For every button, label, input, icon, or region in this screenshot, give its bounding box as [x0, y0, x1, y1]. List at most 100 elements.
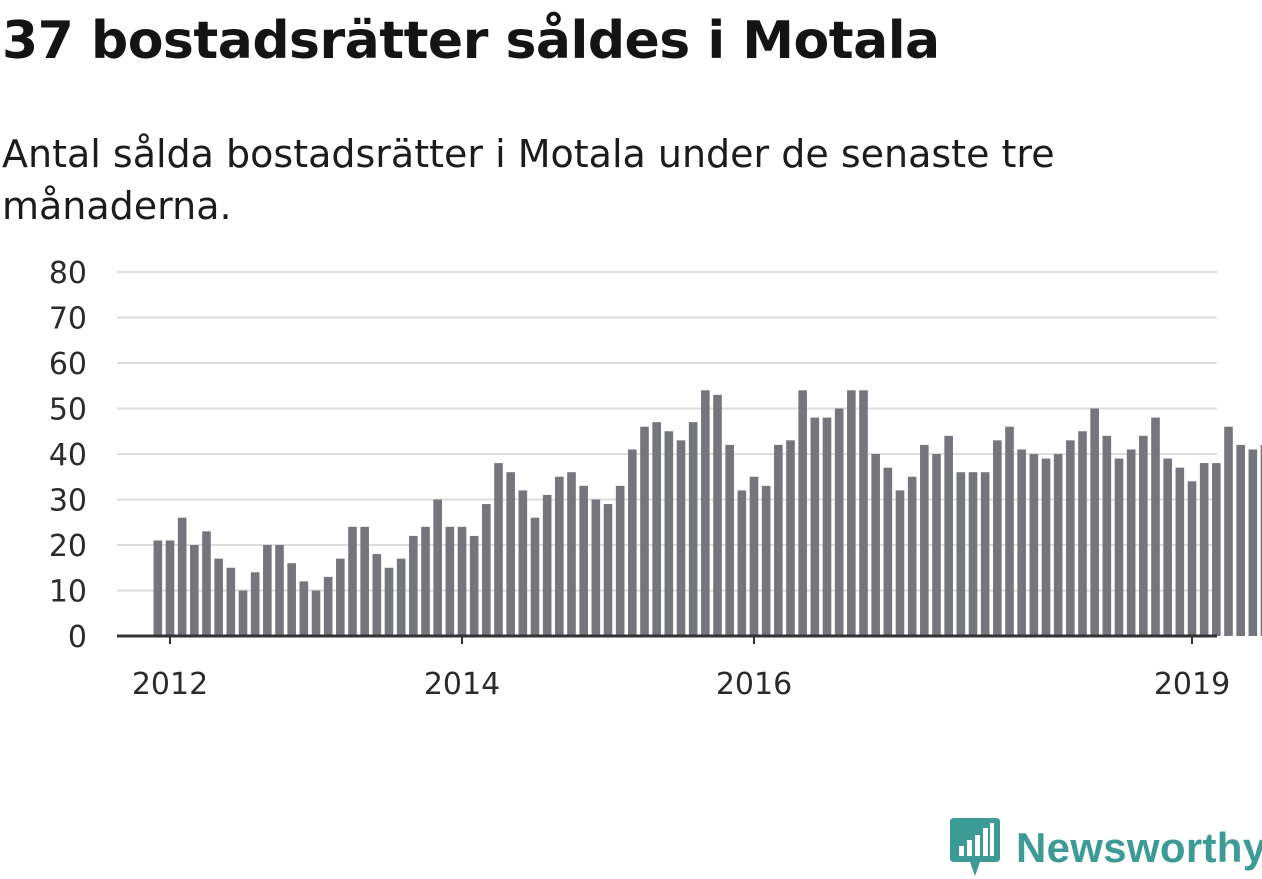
bar: [1151, 417, 1160, 636]
bar: [1163, 458, 1172, 636]
bar: [1053, 454, 1063, 636]
bar: [494, 463, 503, 636]
bar: [944, 435, 953, 636]
bar: [336, 558, 345, 636]
bar: [956, 472, 966, 636]
bar: [1041, 458, 1051, 636]
bar: [542, 494, 552, 636]
newsworthy-bar-chart-icon: [950, 818, 1000, 876]
logo-wordmark: Newsworthy: [1016, 824, 1262, 871]
bar: [1139, 435, 1148, 636]
bar: [1175, 467, 1185, 636]
bar: [165, 540, 175, 636]
bar: [932, 454, 941, 636]
x-tick-label: 2016: [716, 667, 792, 702]
bar: [737, 490, 747, 636]
chart-title: 37 bostadsrätter såldes i Motala: [2, 11, 940, 71]
bar: [1102, 435, 1112, 636]
bar: [603, 504, 613, 636]
bar: [1236, 444, 1245, 636]
bar: [859, 390, 868, 636]
y-tick-label: 80: [49, 256, 87, 291]
bar: [202, 531, 211, 636]
y-tick-label: 20: [49, 529, 87, 564]
chart-subtitle: Antal sålda bostadsrätter i Motala under…: [2, 132, 1055, 228]
bar: [153, 540, 163, 636]
bar: [433, 499, 442, 636]
y-tick-label: 70: [49, 302, 87, 337]
bar: [323, 576, 333, 636]
x-axis: 2012201420162019202120232025: [117, 634, 1230, 702]
bar: [567, 472, 576, 636]
bar: [1114, 458, 1124, 636]
bar: [1126, 449, 1136, 636]
bar: [980, 472, 990, 636]
bar: [774, 444, 783, 636]
bar: [360, 526, 369, 636]
bar: [1224, 426, 1233, 636]
bar: [372, 554, 382, 636]
bar: [482, 504, 491, 636]
bar: [1005, 426, 1014, 636]
bar: [348, 526, 357, 636]
bar: [640, 426, 649, 636]
bar: [628, 449, 637, 636]
bar: [469, 535, 479, 636]
bar: [396, 558, 406, 636]
bar: [1212, 463, 1221, 636]
bar-series: [153, 390, 1262, 636]
y-tick-label: 60: [49, 347, 87, 382]
bar: [652, 422, 661, 636]
bar: [579, 485, 588, 636]
bar: [384, 567, 394, 636]
bar: [457, 526, 467, 636]
bar: [591, 499, 601, 636]
bar: [1199, 463, 1209, 636]
bar: [749, 476, 759, 636]
bar: [664, 431, 674, 636]
x-tick-label: 2012: [132, 667, 208, 702]
bar: [895, 490, 905, 636]
bar: [725, 444, 734, 636]
y-tick-label: 40: [49, 438, 87, 473]
bar: [214, 558, 223, 636]
bar: [810, 417, 820, 636]
bar: [250, 572, 260, 636]
bar: [506, 472, 515, 636]
x-tick-label: 2014: [424, 667, 500, 702]
bar: [1090, 408, 1099, 636]
bar: [518, 490, 528, 636]
bar: [1029, 454, 1039, 636]
bar: [421, 526, 430, 636]
bar: [688, 422, 698, 636]
bar: [701, 390, 710, 636]
bar: [238, 590, 248, 636]
bar: [190, 545, 199, 636]
bar: [530, 517, 540, 636]
bar: [311, 590, 321, 636]
bar: [834, 408, 844, 636]
bar: [445, 526, 455, 636]
bar: [615, 485, 625, 636]
bar: [968, 472, 978, 636]
bar: [1248, 449, 1258, 636]
bar: [871, 454, 880, 636]
bar: [822, 417, 832, 636]
bar: [177, 517, 187, 636]
bar: [555, 476, 564, 636]
bar: [883, 467, 893, 636]
bar: [275, 545, 284, 636]
bar: [299, 581, 309, 636]
x-tick-label: 2019: [1154, 667, 1230, 702]
y-tick-label: 10: [49, 575, 87, 610]
bar: [1187, 481, 1197, 636]
y-tick-label: 0: [68, 620, 87, 655]
bar: [907, 476, 917, 636]
bar: [1017, 449, 1026, 636]
bar: [409, 535, 418, 636]
newsworthy-logo: Newsworthy: [950, 818, 1262, 878]
bar: [761, 485, 771, 636]
bar: [786, 440, 795, 636]
bar: [1260, 444, 1262, 636]
